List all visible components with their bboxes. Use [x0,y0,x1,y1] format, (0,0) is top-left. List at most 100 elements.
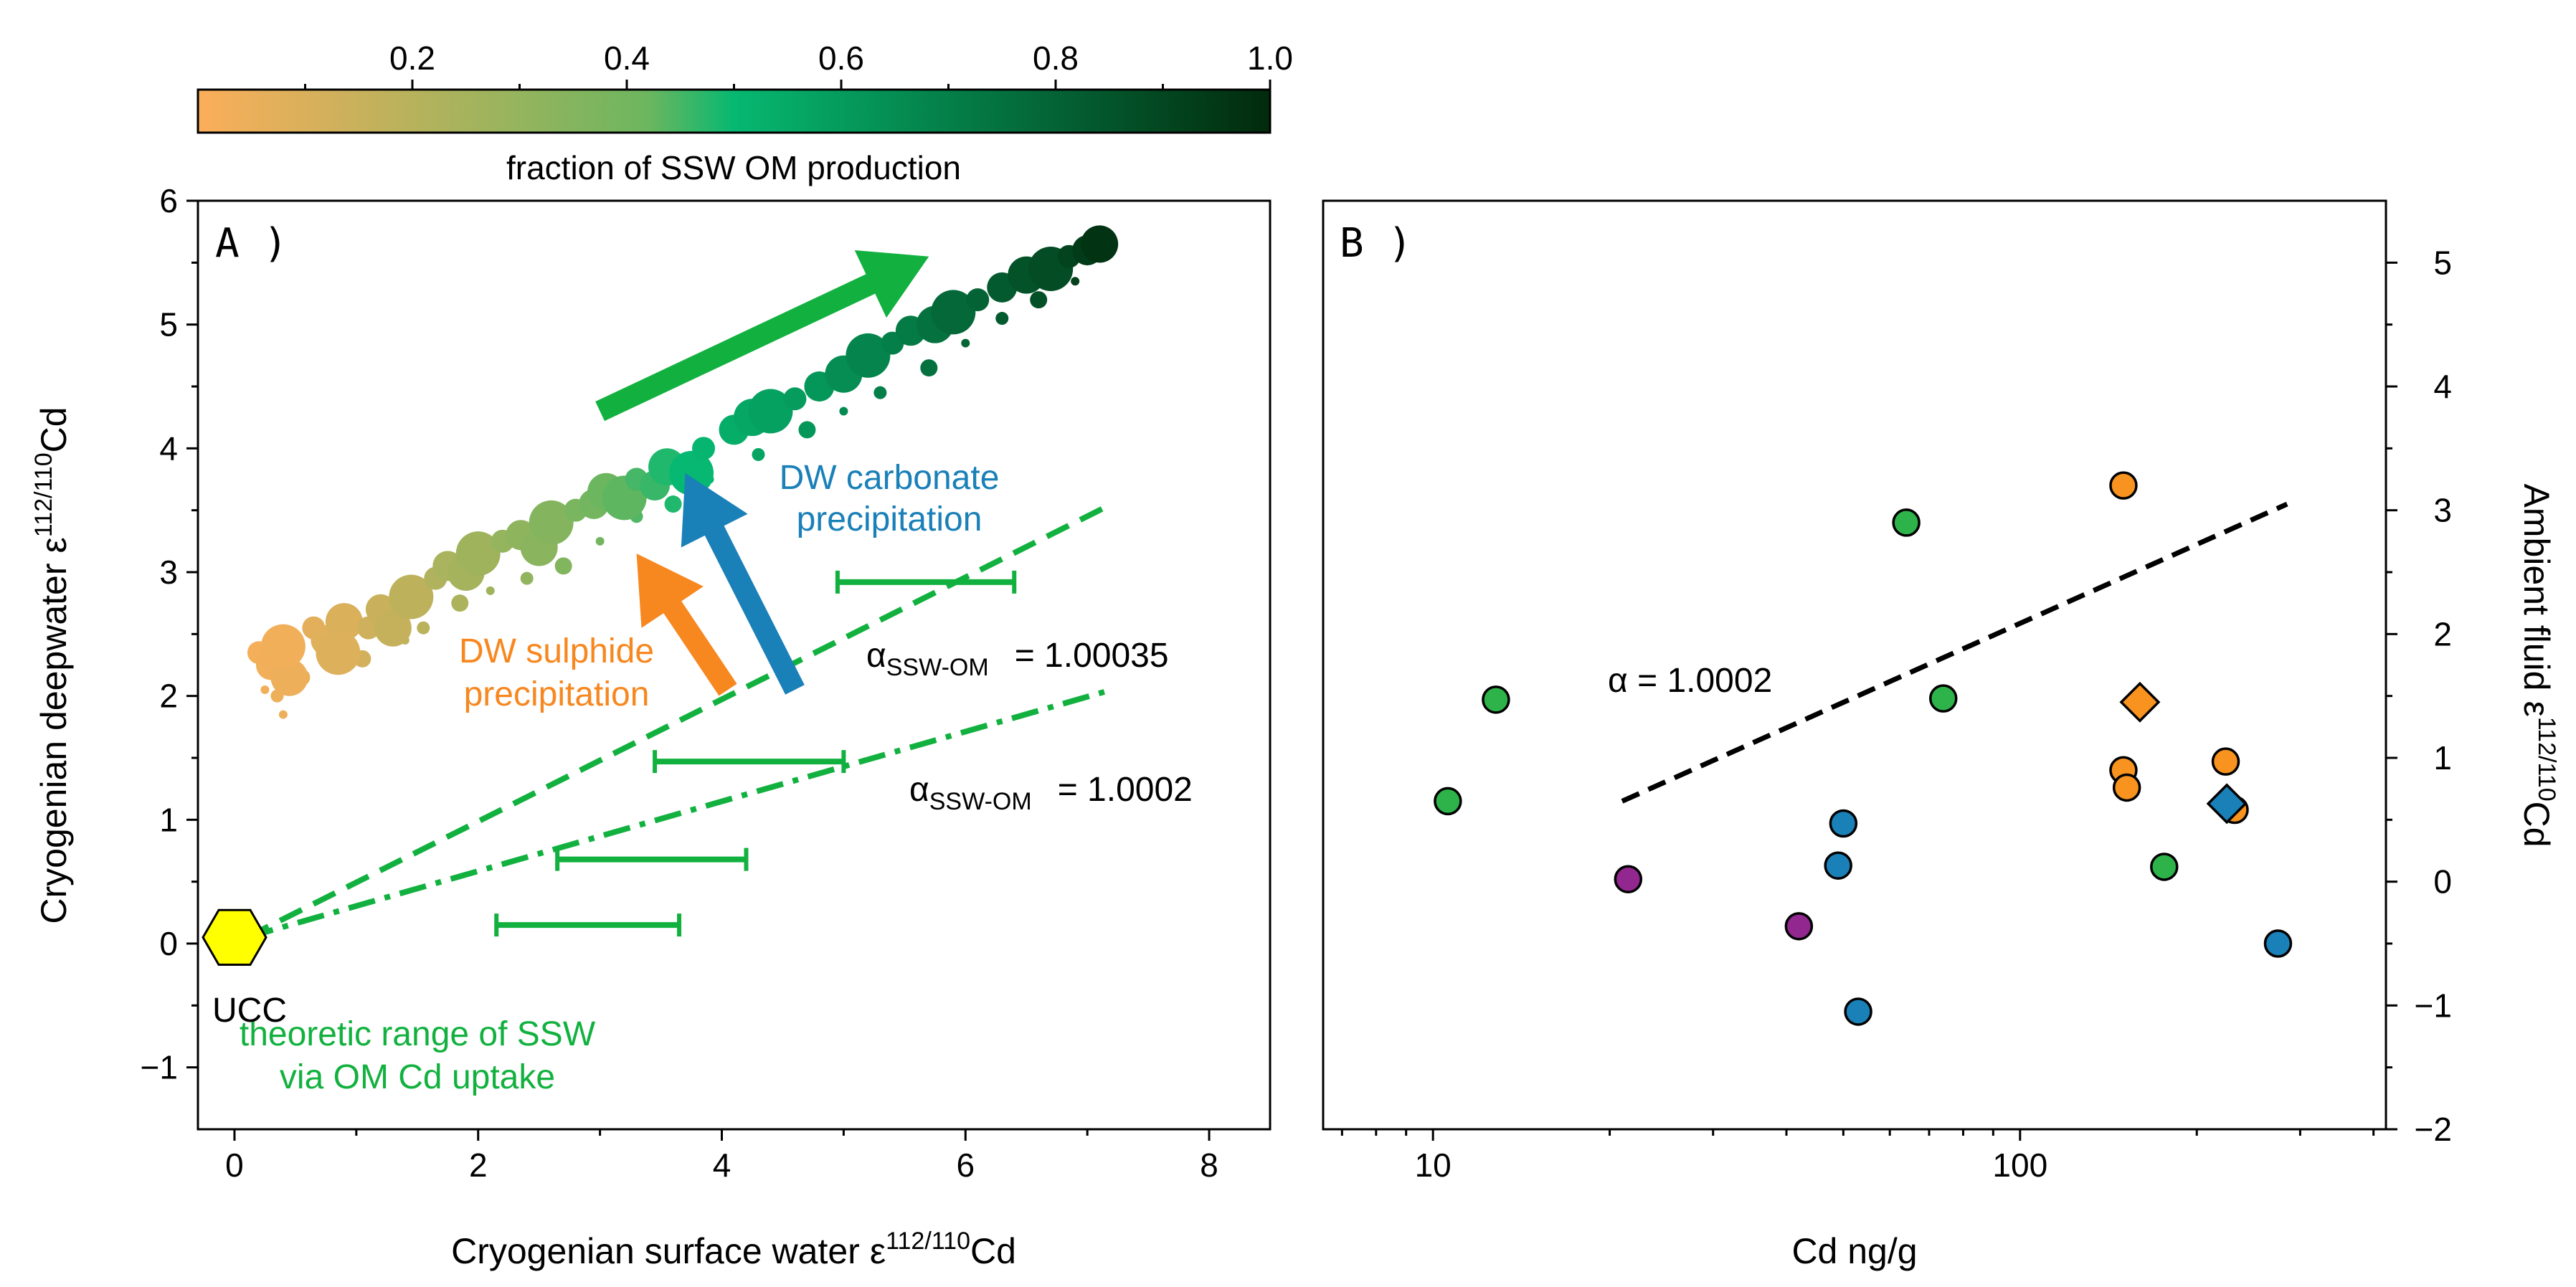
xlabel-a-el: Cd [970,1231,1016,1271]
panel-b-points [1434,471,2293,1026]
small-point [1071,277,1080,286]
ylabel-a-el: Cd [34,407,74,452]
circle-point [1614,865,1643,893]
panel-a-big-points [247,225,1119,696]
panel-b-axes: 10 100 −2 −1 0 1 2 3 4 5 [1340,244,2452,1184]
small-point [664,495,682,513]
small-point [520,571,534,585]
small-point [873,386,887,399]
sulphide-arrow [636,554,737,696]
circle-point [2263,929,2293,958]
small-point [417,621,430,635]
panel-a-letter: A ) [215,220,288,267]
big-point [669,450,714,495]
circle-point [2112,773,2141,802]
small-point [260,685,270,695]
big-point [783,387,807,411]
x-tick-label: 2 [469,1146,488,1184]
small-point [1030,291,1048,309]
y-tick-label: 2 [2433,615,2452,652]
big-point [1081,225,1119,263]
xlabel-a-sup: 112/110 [886,1227,970,1255]
y-tick-label: 4 [159,429,178,467]
big-point [260,624,306,669]
y-tick-label: 1 [2433,739,2452,777]
range-label-line1: theoretic range of SSW [240,1015,596,1053]
panel-b-fit [1621,501,2288,804]
alpha-1-subscript: SSW-OM [886,654,989,681]
x-tick-label: 10 [1415,1146,1452,1184]
small-point [554,557,572,575]
y-tick-label: −1 [2415,987,2452,1024]
circle-point [1892,508,1921,537]
circle-point [1844,997,1872,1026]
y-tick-label: 3 [159,554,178,591]
alpha-2-subscript: SSW-OM [929,788,1032,815]
small-point [595,536,605,546]
circle-point [1784,912,1814,941]
xlabel-a-text: Cryogenian surface water [451,1231,860,1271]
x-tick-label: 4 [713,1146,731,1184]
ylabel-b-sup: 112/110 [2533,717,2560,802]
panel-a-xlabel: Cryogenian surface water ε112/110Cd [451,1227,1016,1271]
sulphide-label-line1: DW sulphide [459,632,654,670]
y-tick-label: 1 [159,801,178,838]
big-point [529,500,574,545]
alpha-2-value: = 1.0002 [1058,771,1193,809]
colorbar-tick-label: 0.2 [389,39,435,77]
colorbar-tick-label: 0.6 [818,39,864,77]
colorbar-tick-label: 1.0 [1247,39,1293,77]
circle-point [1482,685,1510,714]
y-tick-label: 4 [2433,368,2452,405]
panel-a-range-bars [494,570,1017,937]
circle-point [1824,851,1852,880]
diamond-point [2206,783,2248,825]
y-tick-label: 0 [2433,863,2452,901]
panel-b-xlabel: Cd ng/g [1791,1231,1917,1271]
big-point [455,531,501,576]
colorbar-label: fraction of SSW OM production [506,149,961,186]
y-tick-label: −2 [2415,1111,2452,1148]
big-point [316,630,361,675]
y-tick-label: −1 [141,1049,178,1086]
panel-a-ylabel: Cryogenian deepwater ε112/110Cd [30,407,74,923]
x-tick-label: 100 [1992,1146,2047,1184]
carbonate-label-line2: precipitation [797,500,982,538]
range-label-line2: via OM Cd uptake [280,1058,555,1096]
y-tick-label: 5 [159,306,178,343]
colorbar: 0.2 0.4 0.6 0.8 1.0 fraction of SSW OM produ… [196,39,1293,186]
circle-point [2211,747,2240,776]
y-tick-label: 0 [159,925,178,962]
small-point [451,594,469,612]
panel-a: 0 2 4 6 8 −1 0 1 2 3 4 5 6 A ) theoretic range of SS… [30,182,1272,1271]
panel-a-axes: 0 2 4 6 8 −1 0 1 2 3 4 5 6 [141,182,1218,1184]
x-tick-label: 0 [225,1146,244,1184]
small-point [995,312,1009,326]
xlabel-a-epsilon: ε [870,1231,886,1271]
panel-b-ylabel: Ambient fluid ε112/110Cd [2516,483,2560,847]
y-tick-label: 5 [2433,244,2452,281]
colorbar-tick-label: 0.8 [1033,39,1079,77]
ucc-marker [202,908,267,966]
fit-label: α = 1.0002 [1608,662,1772,700]
circle-point [1434,787,1462,816]
y-tick-label: 3 [2433,492,2452,529]
big-point [374,609,412,647]
colorbar-ticks: 0.2 0.4 0.6 0.8 1.0 [304,39,1293,90]
trend-arrow [595,250,929,422]
sulphide-label-line2: precipitation [464,675,650,713]
panel-a-arrows [595,250,929,696]
circle-point [2109,471,2138,500]
big-point [692,437,716,460]
x-tick-label: 8 [1200,1146,1218,1184]
alpha-label-2: αSSW-OM = 1.0002 [909,771,1193,815]
ucc-hexagon [202,908,267,966]
circle-point [2150,853,2179,881]
y-tick-label: 6 [159,182,178,219]
diamond-point [2119,681,2161,723]
carbonate-label-line1: DW carbonate [780,459,1000,497]
ylabel-a-text: Cryogenian deepwater [34,563,74,923]
small-point [920,359,938,377]
small-point [798,421,816,439]
